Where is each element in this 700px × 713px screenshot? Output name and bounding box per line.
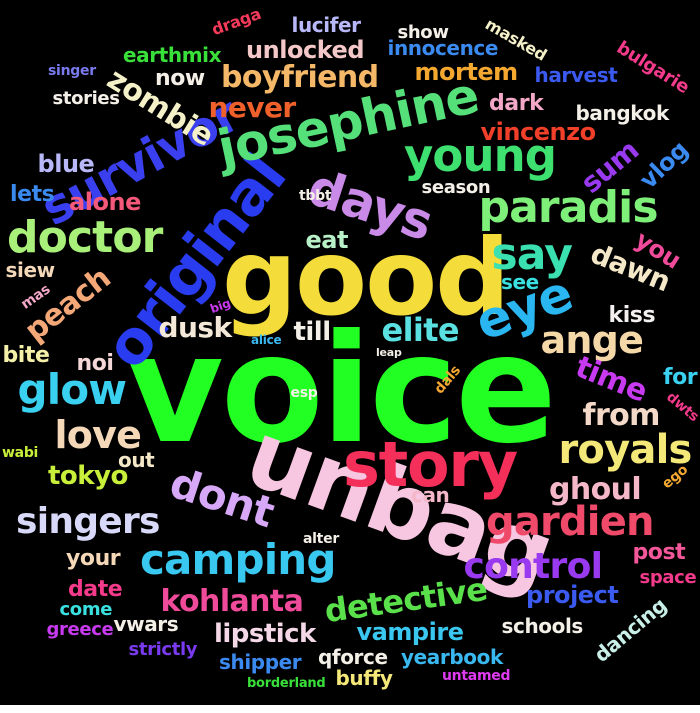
- word-singers: singers: [16, 501, 160, 542]
- word-kiss: kiss: [608, 303, 656, 328]
- word-mortem: mortem: [414, 58, 519, 86]
- word-control: control: [463, 546, 603, 587]
- word-doctor: doctor: [7, 212, 163, 263]
- word-esp: esp: [290, 385, 318, 401]
- word-for: for: [663, 365, 698, 390]
- word-alter: alter: [303, 531, 339, 547]
- word-dark: dark: [489, 91, 544, 116]
- word-lets: lets: [10, 182, 55, 207]
- word-borderland: borderland: [247, 675, 326, 691]
- word-never: never: [208, 91, 297, 124]
- word-dusk: dusk: [158, 311, 233, 344]
- word-space: space: [639, 567, 697, 588]
- word-show: show: [397, 22, 449, 43]
- word-earthmix: earthmix: [123, 43, 222, 67]
- word-leap: leap: [376, 345, 402, 359]
- word-your: your: [66, 546, 121, 571]
- word-post: post: [632, 540, 686, 565]
- word-camping: camping: [140, 535, 336, 584]
- word-greece: greece: [46, 619, 114, 640]
- word-good: good: [222, 216, 510, 339]
- word-till: till: [293, 317, 332, 347]
- word-innocence: innocence: [387, 36, 499, 60]
- word-untamed: untamed: [442, 668, 511, 684]
- word-blue: blue: [37, 150, 95, 178]
- word-season: season: [421, 177, 491, 198]
- word-ghoul: ghoul: [549, 472, 642, 507]
- word-tokyo: tokyo: [48, 461, 128, 491]
- word-say: say: [491, 229, 573, 280]
- word-project: project: [526, 581, 619, 609]
- word-draga: draga: [208, 3, 263, 40]
- word-gardien: gardien: [486, 499, 655, 545]
- word-young: young: [404, 128, 557, 182]
- word-tbbt: tbbt: [299, 188, 332, 204]
- word-alice: alice: [251, 333, 282, 347]
- word-from: from: [582, 398, 661, 433]
- word-boyfriend: boyfriend: [221, 60, 379, 95]
- word-eat: eat: [305, 226, 349, 254]
- word-date: date: [68, 577, 123, 602]
- word-bulgarie: bulgarie: [612, 37, 693, 99]
- word-story: story: [343, 428, 518, 501]
- word-bite: bite: [2, 343, 50, 368]
- word-singer: singer: [48, 63, 96, 79]
- word-schools: schools: [501, 614, 584, 638]
- word-wabi: wabi: [2, 445, 39, 461]
- word-out: out: [118, 448, 155, 472]
- word-bangkok: bangkok: [575, 101, 670, 125]
- word-elite: elite: [381, 311, 460, 349]
- word-harvest: harvest: [534, 63, 618, 87]
- word-lipstick: lipstick: [214, 619, 316, 649]
- word-noi: noi: [76, 351, 114, 376]
- word-shipper: shipper: [219, 650, 302, 674]
- word-vlog: vlog: [634, 135, 694, 195]
- word-unlocked: unlocked: [246, 36, 365, 64]
- word-love: love: [54, 413, 142, 457]
- word-paradis: paradis: [478, 182, 659, 233]
- word-vampire: vampire: [356, 618, 464, 646]
- word-qforce: qforce: [318, 645, 388, 669]
- word-can: can: [411, 483, 450, 507]
- word-alone: alone: [69, 188, 141, 216]
- word-vwars: vwars: [113, 612, 179, 636]
- word-now: now: [155, 66, 205, 91]
- word-kohlanta: kohlanta: [160, 584, 304, 619]
- word-voice: voice: [126, 303, 557, 477]
- word-come: come: [59, 599, 113, 620]
- word-stories: stories: [52, 88, 121, 109]
- word-royals: royals: [558, 427, 693, 473]
- word-siew: siew: [5, 258, 56, 282]
- word-buffy: buffy: [335, 666, 393, 690]
- word-lucifer: lucifer: [291, 13, 362, 37]
- word-ange: ange: [540, 318, 644, 362]
- word-yearbook: yearbook: [401, 645, 503, 669]
- word-glow: glow: [17, 365, 128, 414]
- word-strictly: strictly: [128, 639, 198, 660]
- word-dwts: dwts: [662, 389, 700, 425]
- word-vincenzo: vincenzo: [480, 118, 597, 146]
- word-see: see: [501, 270, 539, 294]
